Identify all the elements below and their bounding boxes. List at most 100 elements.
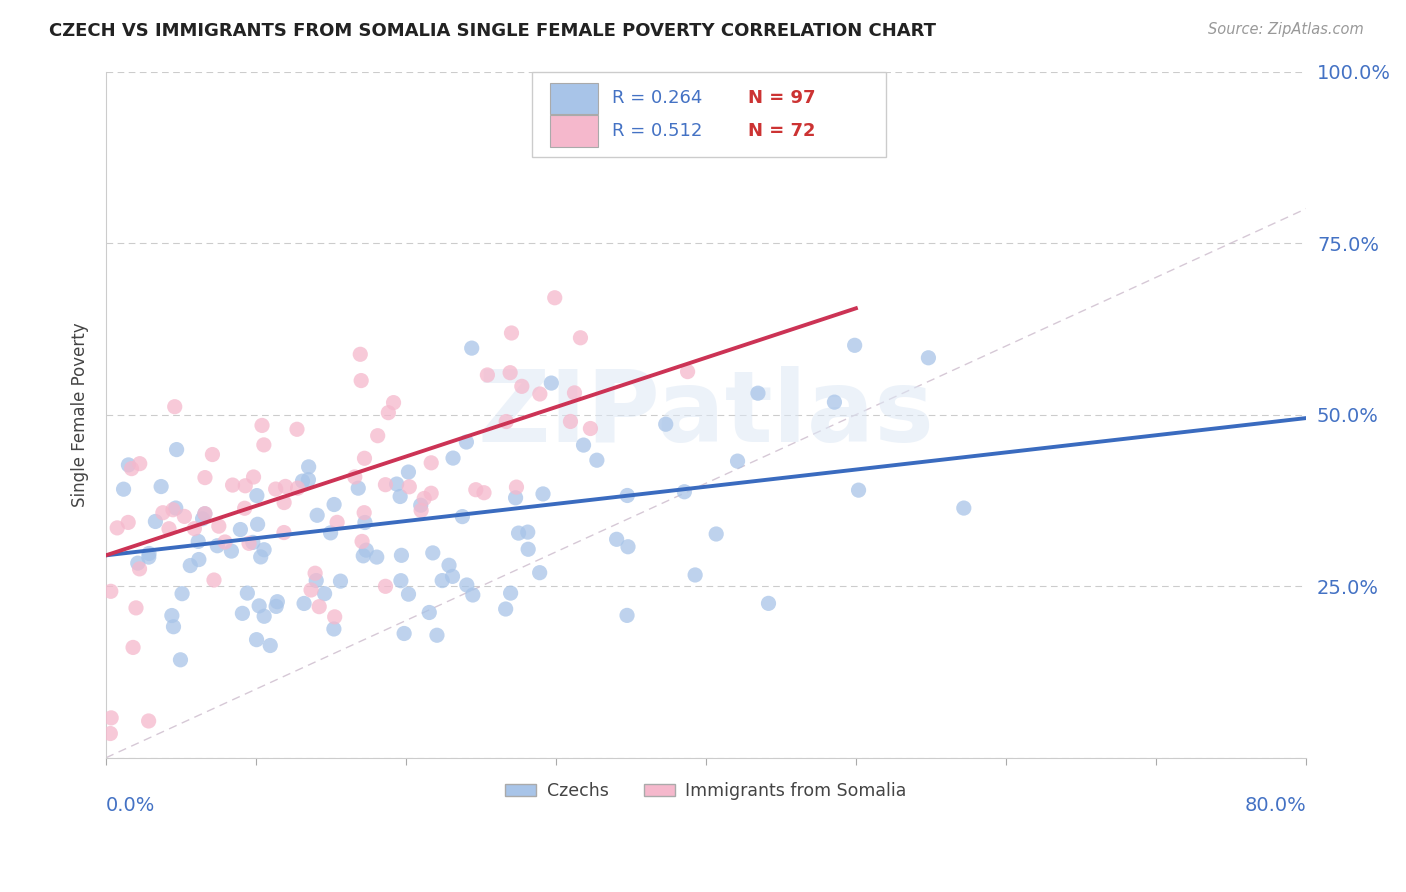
- Point: [758, 596, 780, 610]
- Point: [477, 368, 499, 382]
- Point: [540, 376, 562, 390]
- Point: [420, 486, 443, 500]
- Point: [952, 501, 974, 516]
- Point: [297, 473, 319, 487]
- Point: [253, 438, 276, 452]
- Point: [366, 550, 388, 565]
- Point: [250, 418, 273, 433]
- Point: [374, 477, 396, 491]
- Point: [353, 451, 375, 466]
- Point: [531, 487, 554, 501]
- Point: [683, 568, 706, 582]
- Point: [259, 639, 281, 653]
- Point: [194, 507, 217, 521]
- Point: [508, 526, 530, 541]
- Text: R = 0.512: R = 0.512: [612, 121, 703, 139]
- Point: [654, 417, 676, 432]
- Point: [418, 606, 440, 620]
- Point: [145, 515, 167, 529]
- Point: [308, 599, 330, 614]
- Point: [138, 714, 160, 728]
- Point: [233, 501, 256, 516]
- Point: [461, 588, 484, 602]
- Y-axis label: Single Female Poverty: Single Female Poverty: [72, 322, 89, 507]
- Point: [247, 599, 270, 613]
- Point: [183, 522, 205, 536]
- Point: [305, 574, 328, 588]
- Point: [323, 610, 346, 624]
- Point: [464, 483, 486, 497]
- Point: [727, 454, 749, 468]
- Point: [253, 542, 276, 557]
- Point: [150, 479, 173, 493]
- Point: [472, 485, 495, 500]
- Point: [127, 556, 149, 570]
- Point: [162, 502, 184, 516]
- Point: [673, 484, 696, 499]
- Point: [704, 527, 727, 541]
- Point: [238, 536, 260, 550]
- Point: [398, 480, 420, 494]
- Text: Source: ZipAtlas.com: Source: ZipAtlas.com: [1208, 22, 1364, 37]
- Point: [105, 521, 128, 535]
- Point: [499, 366, 522, 380]
- Text: CZECH VS IMMIGRANTS FROM SOMALIA SINGLE FEMALE POVERTY CORRELATION CHART: CZECH VS IMMIGRANTS FROM SOMALIA SINGLE …: [49, 22, 936, 40]
- Point: [245, 632, 267, 647]
- Point: [287, 481, 309, 495]
- Point: [529, 566, 551, 580]
- Point: [125, 600, 148, 615]
- Point: [298, 459, 321, 474]
- Point: [572, 438, 595, 452]
- Point: [569, 331, 592, 345]
- Point: [292, 597, 315, 611]
- Point: [579, 421, 602, 435]
- Point: [422, 546, 444, 560]
- Point: [353, 506, 375, 520]
- Point: [285, 422, 308, 436]
- Point: [510, 379, 533, 393]
- Point: [179, 558, 201, 573]
- Point: [389, 490, 412, 504]
- Point: [441, 569, 464, 583]
- Point: [187, 534, 209, 549]
- Point: [128, 457, 150, 471]
- Point: [374, 579, 396, 593]
- Point: [98, 726, 121, 740]
- Point: [564, 385, 586, 400]
- Point: [273, 495, 295, 509]
- Text: N = 97: N = 97: [748, 88, 815, 107]
- Point: [170, 587, 193, 601]
- Point: [367, 428, 389, 442]
- Point: [165, 501, 187, 516]
- Point: [409, 498, 432, 512]
- Point: [413, 491, 436, 506]
- Point: [246, 517, 269, 532]
- Point: [122, 640, 145, 655]
- Point: [173, 509, 195, 524]
- Point: [249, 549, 271, 564]
- FancyBboxPatch shape: [531, 71, 886, 157]
- Point: [299, 582, 322, 597]
- Point: [191, 512, 214, 526]
- Point: [253, 609, 276, 624]
- Point: [586, 453, 609, 467]
- Point: [396, 465, 419, 479]
- Point: [377, 406, 399, 420]
- Point: [274, 479, 297, 493]
- Point: [560, 414, 582, 428]
- Point: [323, 498, 346, 512]
- Point: [194, 507, 217, 521]
- Point: [128, 562, 150, 576]
- Point: [617, 540, 640, 554]
- Point: [160, 608, 183, 623]
- Point: [319, 525, 342, 540]
- Point: [163, 400, 186, 414]
- Point: [456, 435, 478, 450]
- Point: [385, 477, 408, 491]
- Point: [354, 543, 377, 558]
- Point: [201, 448, 224, 462]
- Point: [266, 595, 288, 609]
- Point: [326, 516, 349, 530]
- Legend: Czechs, Immigrants from Somalia: Czechs, Immigrants from Somalia: [498, 775, 914, 807]
- FancyBboxPatch shape: [550, 83, 598, 114]
